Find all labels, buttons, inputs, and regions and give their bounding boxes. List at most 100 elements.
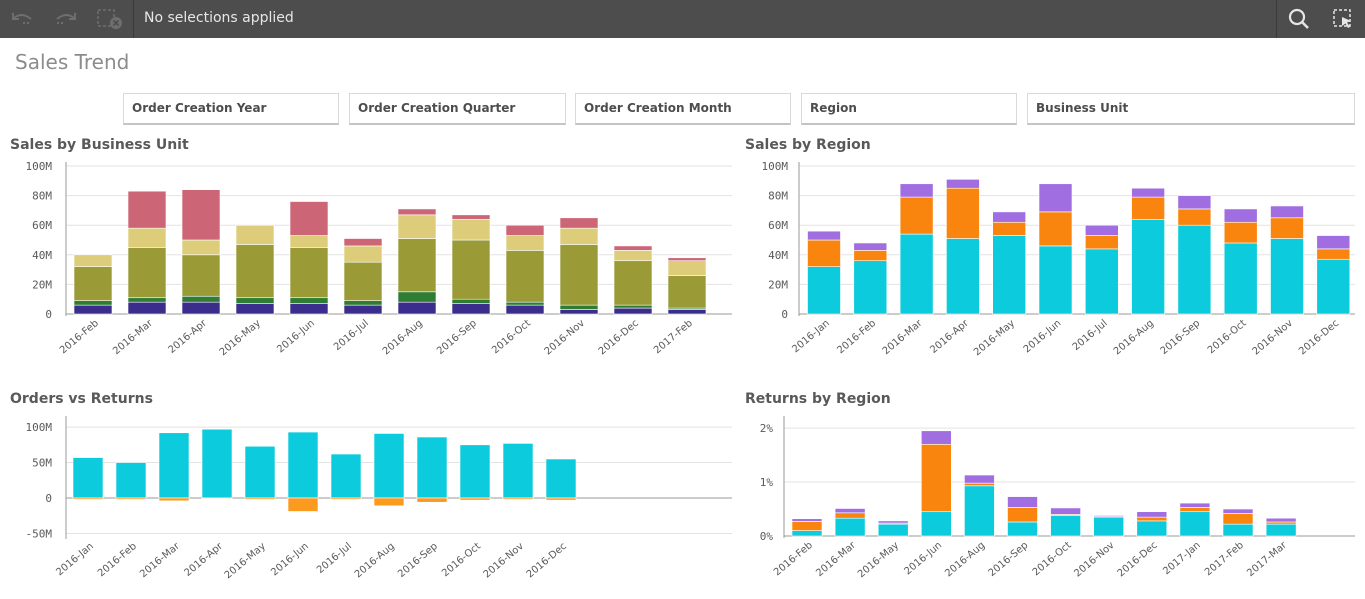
filter-order-creation-quarter[interactable]: Order Creation Quarter [349,93,566,125]
filter-region[interactable]: Region [801,93,1017,125]
bar-sales-by-business-unit-2016-Aug-s0 [397,301,437,315]
bar-returns-by-region-2016-Jun-s0 [920,511,952,537]
bar-sales-by-business-unit-2016-Feb-s0 [73,304,113,315]
redo-icon[interactable] [52,0,80,38]
bar-sales-by-business-unit-2016-Apr-s0 [181,301,221,315]
x-tick-label: 2017-Feb [652,318,695,356]
bar-sales-by-region-2016-Jun-s1 [1038,211,1073,247]
bar-sales-by-business-unit-2017-Feb-s2 [667,275,707,309]
bar-returns-by-region-2017-Mar-s1 [1265,521,1297,525]
bar-sales-by-business-unit-2016-Jul-s4 [343,238,383,247]
bar-orders-vs-returns-2016-Jul-s0 [330,453,362,499]
selection-status: No selections applied [144,10,294,26]
bar-returns-by-region-2017-Feb-s2 [1222,508,1254,514]
bar-returns-by-region-2016-May-s2 [877,520,909,524]
bar-sales-by-region-2016-Jan-s0 [807,266,841,315]
x-tick-label: 2016-Jul [332,318,371,353]
bar-sales-by-business-unit-2016-Nov-s0 [559,309,599,315]
bar-returns-by-region-2016-Oct-s0 [1050,515,1081,537]
bar-sales-by-region-2016-Oct-s0 [1223,242,1258,315]
y-tick-label: 20M [32,278,52,291]
toolbar-divider [1276,0,1277,38]
x-tick-label: 2016-Dec [1297,318,1341,358]
x-tick-label: 2016-Dec [525,541,569,581]
x-tick-label: 2016-Mar [814,539,858,579]
bar-sales-by-region-2016-May-s1 [992,221,1027,236]
chart-title-sales-by-region: Sales by Region [745,137,871,153]
bar-sales-by-region-2016-Jun-s0 [1038,245,1073,315]
bar-orders-vs-returns-2016-Jul-s1 [330,497,362,500]
filter-order-creation-month[interactable]: Order Creation Month [575,93,791,125]
x-tick-label: 2017-Feb [1203,540,1246,578]
bar-returns-by-region-2016-Feb-s2 [791,518,823,522]
selection-tool-icon[interactable] [1328,0,1358,38]
bar-sales-by-business-unit-2016-Nov-s4 [559,217,599,229]
bar-returns-by-region-2016-Feb-s1 [791,521,823,531]
y-tick-label: 80M [768,190,788,203]
bar-sales-by-region-2016-Feb-s2 [853,242,888,251]
bar-sales-by-region-2016-Jun-s2 [1038,183,1073,213]
bar-orders-vs-returns-2016-Dec-s1 [545,497,577,501]
bar-sales-by-region-2016-Aug-s0 [1131,218,1165,315]
bar-orders-vs-returns-2016-Jun-s1 [287,497,319,512]
x-tick-label: 2017-Jan [1161,540,1203,577]
undo-icon[interactable] [8,0,36,38]
y-tick-label: 20M [768,278,788,291]
bar-sales-by-business-unit-2016-Jun-s2 [289,247,329,299]
bar-returns-by-region-2016-Sep-s0 [1007,521,1038,537]
bar-sales-by-business-unit-2016-Apr-s2 [181,254,221,297]
bar-orders-vs-returns-2016-Apr-s0 [201,428,233,499]
bar-sales-by-business-unit-2016-Jun-s4 [289,201,329,236]
bar-sales-by-business-unit-2016-Dec-s4 [613,245,653,251]
y-tick-label: 60M [768,219,788,232]
bar-sales-by-business-unit-2016-Feb-s3 [73,254,113,267]
bar-returns-by-region-2017-Jan-s2 [1179,502,1211,508]
search-icon[interactable] [1284,0,1314,38]
x-tick-label: 2016-Oct [1206,318,1249,356]
bar-sales-by-region-2016-Feb-s1 [853,250,888,262]
clear-selections-icon[interactable] [95,0,125,38]
y-tick-label: 0 [781,308,788,321]
bar-sales-by-business-unit-2016-Sep-s0 [451,303,491,315]
bar-sales-by-business-unit-2016-Mar-s2 [127,247,167,299]
x-tick-label: 2016-Aug [353,541,397,581]
page-title: Sales Trend [15,50,130,74]
bar-returns-by-region-2017-Feb-s0 [1222,523,1254,537]
x-tick-label: 2016-Dec [1116,540,1160,580]
bar-sales-by-business-unit-2016-Apr-s4 [181,189,221,241]
bar-returns-by-region-2016-Sep-s1 [1007,507,1038,523]
bar-sales-by-region-2016-Dec-s1 [1316,248,1351,260]
bar-sales-by-region-2016-Nov-s2 [1270,205,1304,219]
bar-sales-by-region-2016-Jan-s2 [807,230,841,241]
bar-sales-by-business-unit-2016-Aug-s2 [397,238,437,293]
bar-orders-vs-returns-2016-Nov-s1 [502,497,534,500]
x-tick-label: 2016-Mar [881,317,925,357]
x-tick-label: 2016-May [856,540,901,580]
bar-orders-vs-returns-2016-Oct-s0 [459,444,491,499]
x-tick-label: 2016-Sep [435,318,479,357]
y-tick-label: 1% [760,476,774,489]
y-tick-label: 100M [26,160,53,173]
bar-sales-by-business-unit-2016-May-s0 [235,303,275,315]
bar-sales-by-business-unit-2016-Jun-s1 [289,297,329,304]
bar-sales-by-region-2016-Jul-s1 [1085,235,1119,250]
bar-sales-by-business-unit-2016-Aug-s1 [397,291,437,303]
x-tick-label: 2016-Jan [790,318,832,355]
x-tick-label: 2016-Jul [315,541,354,576]
x-tick-label: 2016-Jun [269,541,311,579]
x-tick-label: 2016-Mar [111,317,155,357]
bar-sales-by-business-unit-2017-Feb-s3 [667,260,707,276]
x-tick-label: 2016-Nov [482,541,526,581]
bar-sales-by-business-unit-2016-May-s1 [235,297,275,304]
bar-sales-by-business-unit-2016-May-s3 [235,224,275,245]
bar-sales-by-business-unit-2016-Nov-s3 [559,227,599,245]
bar-sales-by-region-2016-Jul-s2 [1085,224,1119,236]
filter-business-unit[interactable]: Business Unit [1027,93,1355,125]
bar-sales-by-region-2016-Sep-s0 [1177,224,1212,315]
chart-title-sales-by-business-unit: Sales by Business Unit [10,137,189,153]
bar-returns-by-region-2016-Nov-s0 [1093,516,1124,537]
bar-sales-by-business-unit-2017-Feb-s4 [667,257,707,262]
x-tick-label: 2016-Feb [96,541,139,579]
bar-orders-vs-returns-2016-Mar-s0 [158,432,190,499]
filter-order-creation-year[interactable]: Order Creation Year [123,93,339,125]
